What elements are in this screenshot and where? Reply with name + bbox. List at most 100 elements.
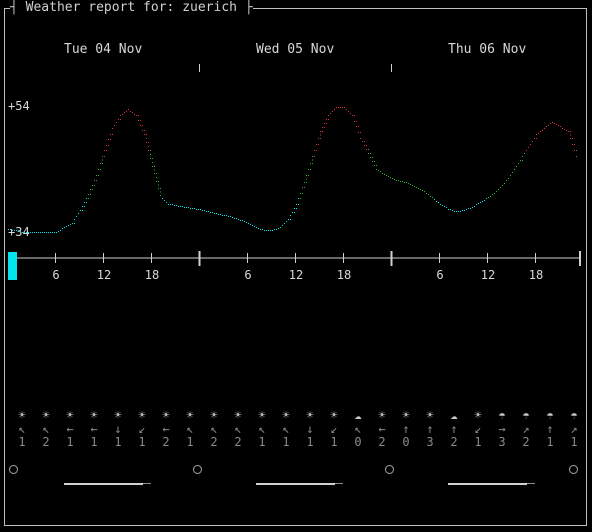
temperature-point [128,109,129,110]
temperature-point [300,193,301,194]
temperature-point [414,186,415,187]
temperature-point [132,112,133,113]
temperature-point [48,232,49,233]
sun-icon: ☀ [138,408,146,422]
temperature-point [216,213,217,214]
temperature-point [354,115,355,116]
temperature-point [174,205,175,206]
temperature-point [70,224,71,225]
temperature-point [226,215,227,216]
temperature-point [158,188,159,189]
wind-speed-value: 2 [450,435,458,449]
temperature-point [176,205,177,206]
temperature-point [210,212,211,213]
temperature-point [480,202,481,203]
temperature-point [12,230,13,231]
temperature-point [500,187,501,188]
temperature-point [462,210,463,211]
temperature-point [270,230,271,231]
wind-direction-arrow: ↑ [546,422,554,436]
hour-tick-label: 6 [436,268,444,282]
temperature-point [108,139,109,140]
temperature-point [32,232,33,233]
wind-direction-arrow: ↖ [234,422,242,436]
temperature-point [148,142,149,143]
temperature-point [246,222,247,223]
temperature-point [570,131,571,132]
temperature-point [88,198,89,199]
temperature-point [146,134,147,135]
temperature-point [76,216,77,217]
temperature-point [96,175,97,176]
temperature-point [324,123,325,124]
temperature-point [156,173,157,174]
temperature-point [236,218,237,219]
temperature-point [540,131,541,132]
temperature-point [534,138,535,139]
temperature-point [572,144,573,145]
temperature-point [388,176,389,177]
temperature-point [382,173,383,174]
temperature-point [486,198,487,199]
sun-icon: ☀ [42,408,50,422]
temperature-point [136,115,137,116]
temperature-point [256,227,257,228]
sun-icon: ☀ [162,408,170,422]
temperature-point [298,204,299,205]
temperature-point [260,229,261,230]
temperature-point [346,109,347,110]
temperature-point [204,210,205,211]
temperature-point [64,227,65,228]
day-label-1: Tue 04 Nov [64,42,143,57]
temperature-point [398,180,399,181]
temperature-point [98,175,99,176]
temperature-point [324,127,325,128]
temperature-point [420,189,421,190]
temperature-point [282,225,283,226]
temperature-point [372,161,373,162]
temperature-point [22,232,23,233]
sun-icon: ☀ [114,408,122,422]
wind-direction-arrow: ↗ [570,422,578,436]
wind-speed-value: 2 [162,435,170,449]
temperature-point [212,212,213,213]
temperature-point [230,216,231,217]
rain-cloud-icon: ☂ [570,408,578,422]
temperature-point [570,138,571,139]
temperature-point [538,133,539,134]
day-label-3: Thu 06 Nov [448,42,527,57]
hour-tick-label: 6 [244,268,252,282]
temperature-point [170,204,171,205]
temperature-point [460,211,461,212]
temperature-point [222,215,223,216]
temperature-point [86,202,87,203]
temperature-point [524,153,525,154]
temperature-point [378,170,379,171]
temperature-point [364,141,365,142]
temperature-point [434,199,435,200]
temperature-point [418,188,419,189]
temperature-point [358,132,359,133]
temperature-point [42,232,43,233]
temperature-point [178,206,179,207]
sun-icon: ☀ [330,408,338,422]
temperature-point [152,166,153,167]
temperature-point [268,230,269,231]
temperature-point [148,150,149,151]
wind-speed-value: 1 [546,435,554,449]
temperature-point [84,202,85,203]
temperature-point [338,107,339,108]
temperature-point [224,215,225,216]
temperature-point [566,130,567,131]
temperature-point [80,210,81,211]
temperature-point [520,160,521,161]
temperature-point [310,169,311,170]
temperature-point [508,178,509,179]
temperature-point [122,114,123,115]
temperature-point [576,150,577,151]
hour-tick-label: 12 [96,268,112,282]
temperature-point [560,126,561,127]
temperature-point [102,156,103,157]
temperature-point [386,175,387,176]
